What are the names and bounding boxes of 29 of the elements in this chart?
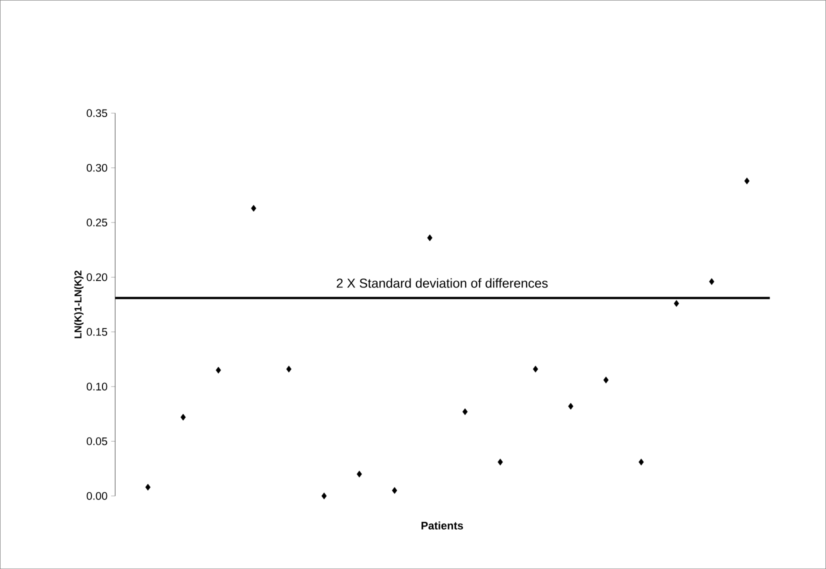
point [145,484,151,491]
point [216,366,221,374]
point [462,408,468,416]
point [427,234,432,242]
point [568,402,574,410]
y-tick-label: 0.25 [86,218,108,226]
point [286,366,292,372]
point [498,458,503,466]
y-tick-label: 0.20 [86,273,108,282]
y-tick-label: 0.30 [86,164,108,172]
ref-line-label: 2 X Standard deviation of differences [336,278,548,288]
x-axis-title: Patients [422,521,463,530]
y-tick-label: 0.35 [86,109,108,117]
point [638,458,644,466]
y-tick-label: 0.10 [86,382,108,390]
point [532,366,538,372]
point [251,204,256,212]
y-tick-label: 0.05 [86,437,108,446]
point [744,178,750,184]
point [674,300,680,307]
y-axis-title: LN(K)1-LN(K)2 [74,270,84,338]
point [322,492,327,500]
y-tick-label: 0.00 [86,492,108,500]
y-tick-label: 0.15 [86,328,108,336]
point [356,470,362,478]
point [603,376,609,384]
point [180,414,186,421]
point [709,278,714,285]
point [392,487,398,494]
